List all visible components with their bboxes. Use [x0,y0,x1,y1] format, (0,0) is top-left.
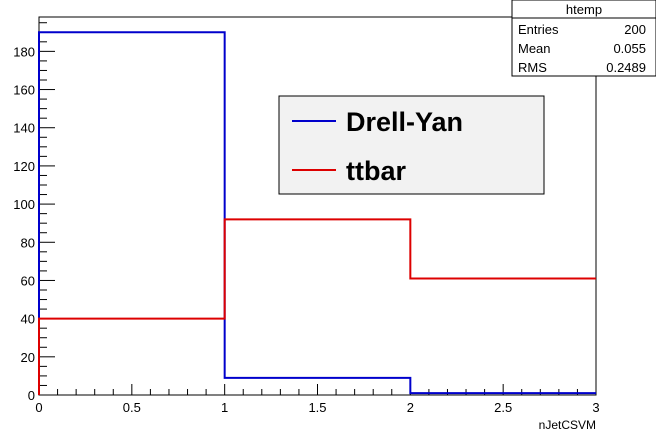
x-tick-label: 3 [592,400,599,415]
y-tick-label: 120 [13,159,35,174]
legend-box [278,95,545,195]
x-axis-title: nJetCSVM [539,418,596,432]
stats-title: htemp [566,2,602,17]
y-tick-label: 80 [21,235,35,250]
y-tick-label: 160 [13,83,35,98]
y-tick-label: 140 [13,121,35,136]
series-line-ttbar [38,218,596,395]
stats-box: htemp Entries 200 Mean 0.055 RMS 0.2489 [511,0,656,77]
axis-tick-labels: 0 0.5 1 1.5 2 2.5 3 0 20 40 60 80 100 120 140 160 180 [13,44,599,415]
stats-box-frame [511,0,656,77]
x-tick-label: 2 [407,400,414,415]
legend: Drell-Yan ttbar [278,95,545,195]
stats-entries-value: 200 [624,22,646,37]
stats-mean-value: 0.055 [613,41,646,56]
y-tick-label: 60 [21,273,35,288]
y-tick-label: 180 [13,44,35,59]
x-tick-label: 1 [221,400,228,415]
legend-label-ttbar: ttbar [346,156,406,186]
series-layer [38,31,596,395]
x-tick-label: 0.5 [123,400,141,415]
series-line-drell-yan [38,31,596,395]
stats-entries-label: Entries [518,22,559,37]
stats-rms-label: RMS [518,60,547,75]
y-tick-label: 0 [28,388,35,403]
x-tick-label: 0 [35,400,42,415]
stats-rms-value: 0.2489 [606,60,646,75]
y-tick-label: 40 [21,312,35,327]
x-tick-label: 2.5 [494,400,512,415]
y-tick-label: 20 [21,350,35,365]
stats-mean-label: Mean [518,41,551,56]
legend-label-drell-yan: Drell-Yan [346,107,463,137]
y-tick-label: 100 [13,197,35,212]
x-tick-label: 1.5 [308,400,326,415]
